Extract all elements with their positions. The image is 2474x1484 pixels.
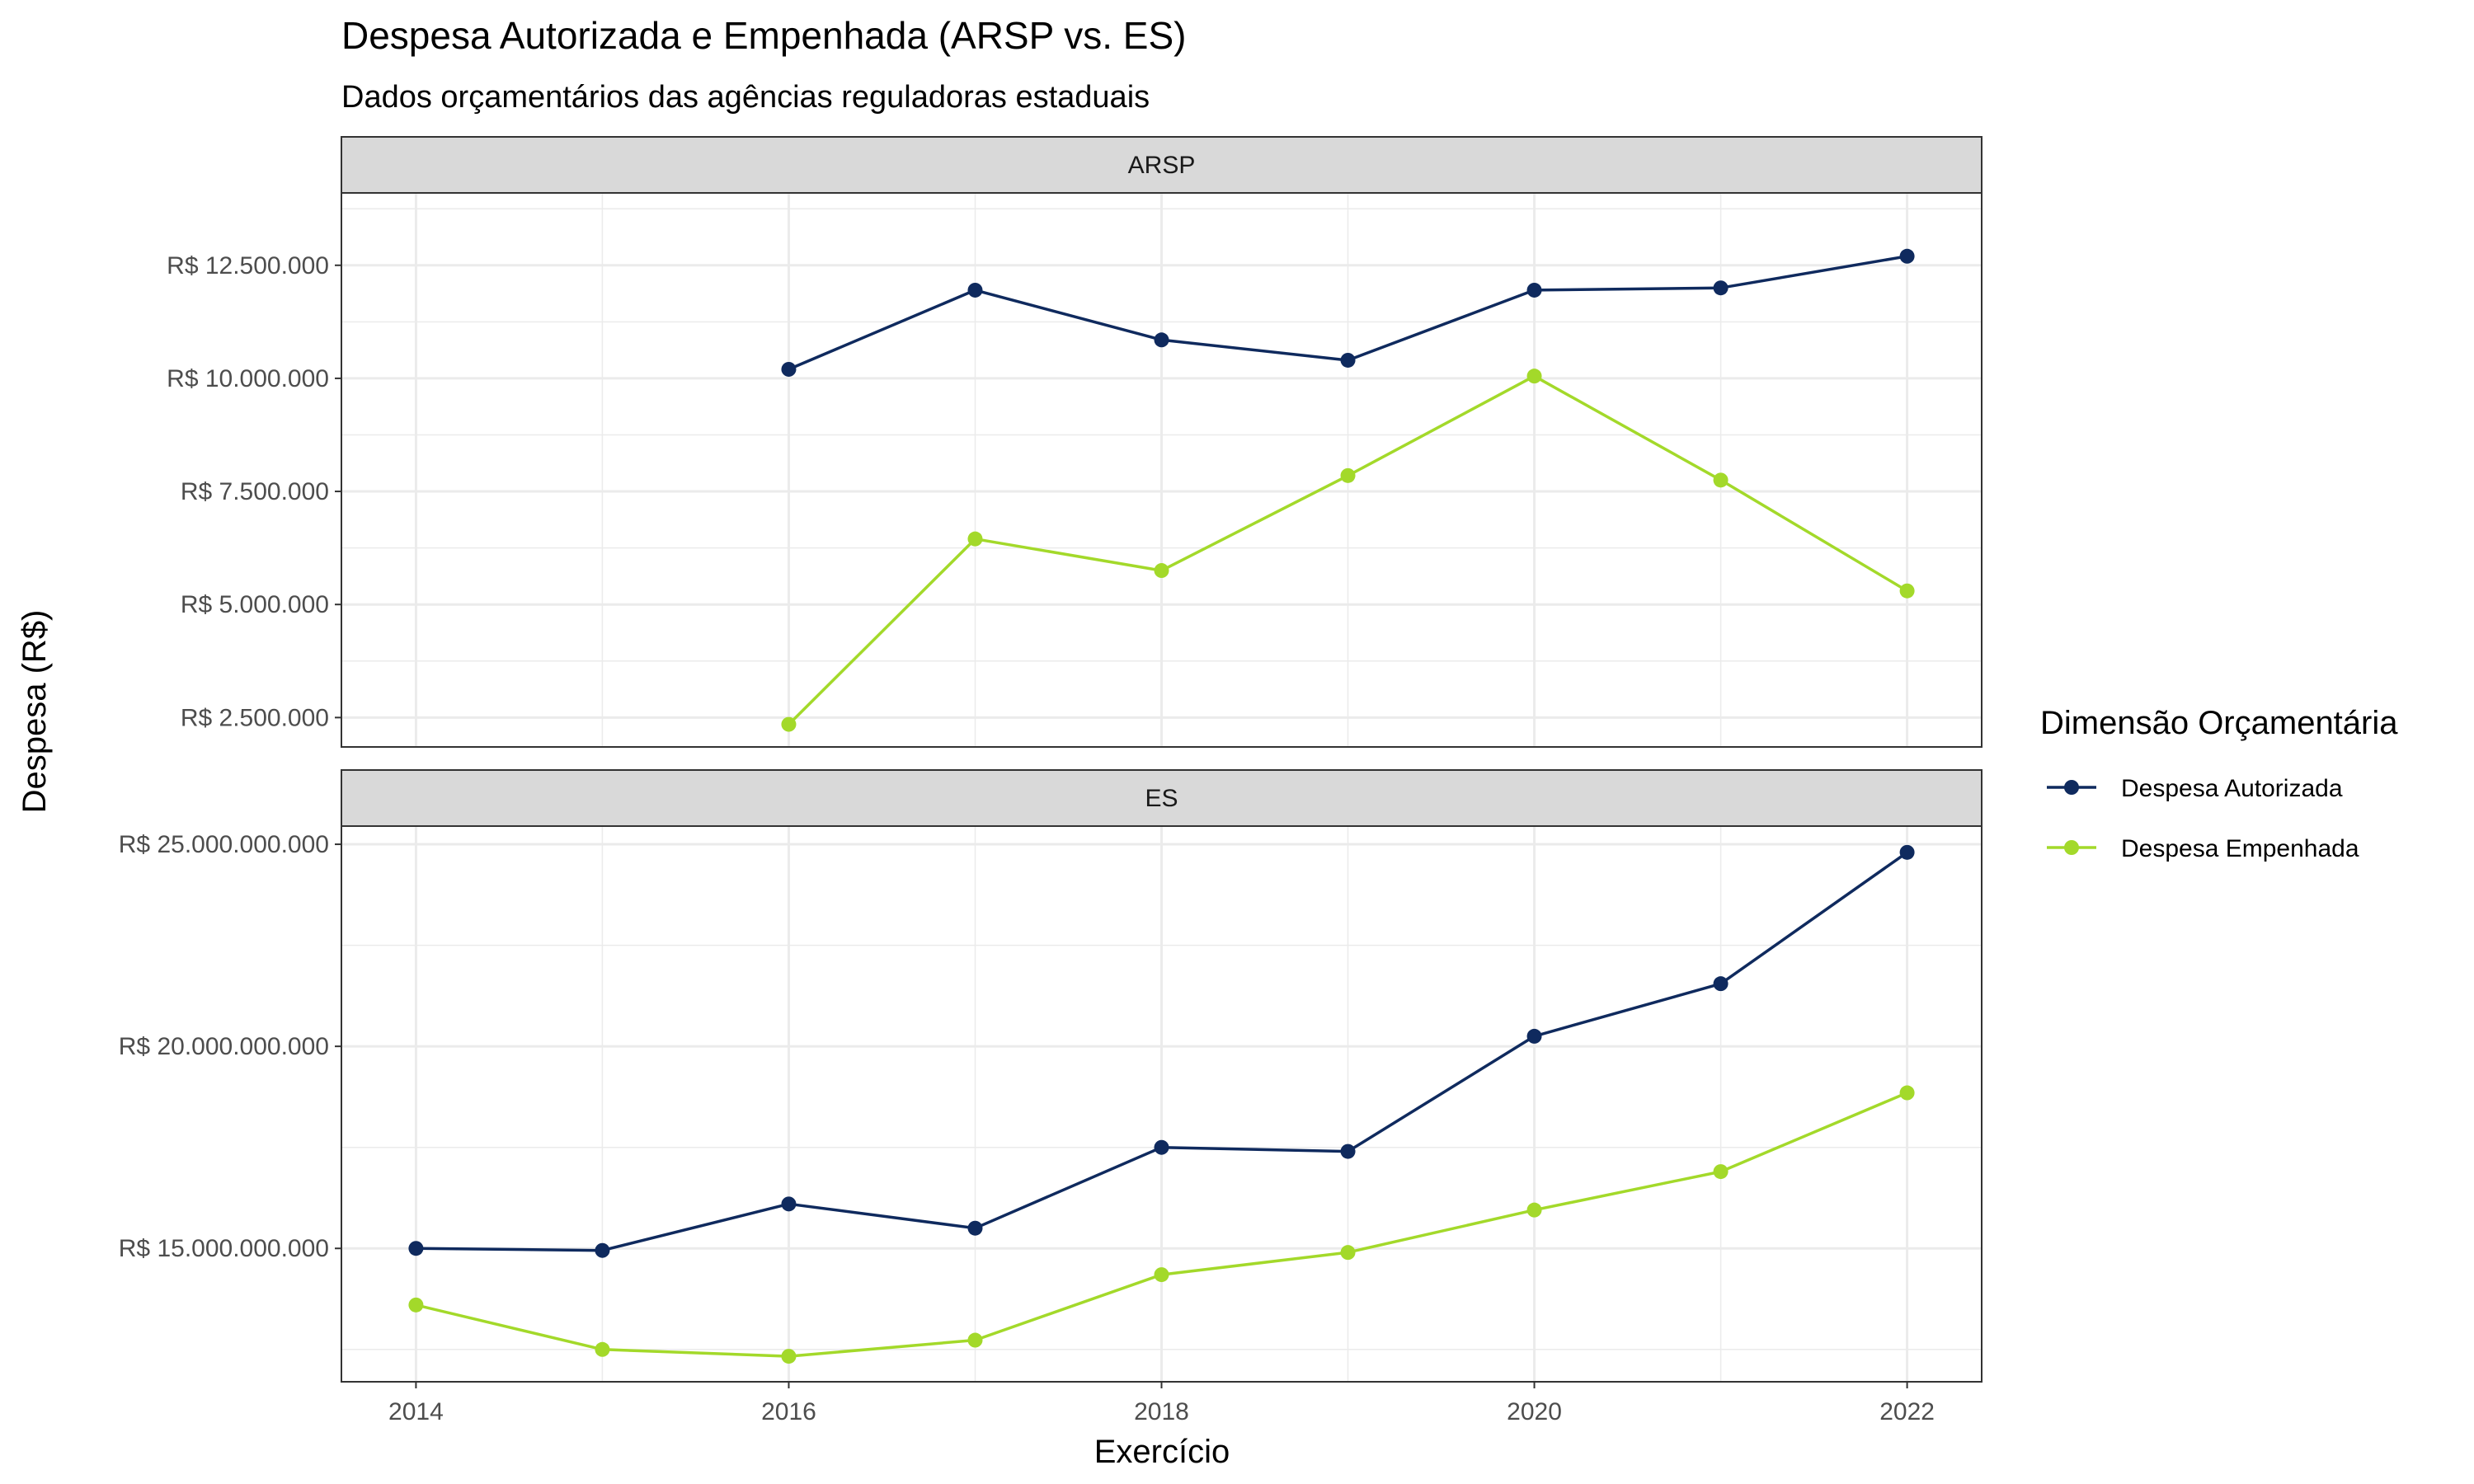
data-point: [595, 1242, 610, 1258]
series-autorizada: [408, 844, 1915, 1258]
facet-panels: ARSP R$ 2.500.000 R$ 5.000.000 R$ 7.500.000…: [119, 136, 1982, 1383]
data-point: [1713, 280, 1729, 296]
series-empenhada: [408, 1085, 1915, 1364]
legend-label-empenhada: Despesa Empenhada: [2121, 835, 2359, 862]
data-point: [1526, 1202, 1542, 1218]
data-point: [967, 282, 983, 298]
series-autorizada: [781, 248, 1915, 377]
series-empenhada: [781, 369, 1915, 732]
data-point: [781, 716, 797, 732]
y-tick-label: R$ 12.500.000: [167, 252, 329, 279]
data-point: [1713, 976, 1729, 992]
grid: [341, 826, 1982, 1382]
data-point: [1713, 472, 1729, 488]
legend-entry-autorizada: Despesa Autorizada: [2047, 775, 2343, 802]
data-point: [781, 1196, 797, 1212]
facet-strip-label: ARSP: [1128, 152, 1196, 179]
legend: Dimensão Orçamentária Despesa Autorizada…: [2040, 705, 2398, 862]
x-tick-label: 2020: [1507, 1398, 1562, 1425]
data-point: [1899, 1085, 1915, 1101]
data-point: [1526, 369, 1542, 384]
y-axis-title: Despesa (R$): [16, 610, 53, 814]
data-point: [408, 1297, 424, 1313]
data-point: [781, 1349, 797, 1364]
data-point: [1340, 1144, 1356, 1159]
chart-subtitle: Dados orçamentários das agências regulad…: [341, 80, 1150, 115]
x-axis-title: Exercício: [1094, 1434, 1230, 1470]
facet-strip: [341, 769, 1982, 827]
grid: [341, 193, 1982, 747]
legend-key-point: [2064, 780, 2079, 795]
panel-es: ES R$ 15.000.000.000 R$ 20.000.000.000 R$ 2…: [119, 769, 1982, 1383]
data-point: [967, 531, 983, 547]
data-point: [781, 361, 797, 377]
data-point: [1526, 1028, 1542, 1044]
data-point: [1899, 583, 1915, 599]
y-tick-label: R$ 5.000.000: [181, 591, 329, 618]
y-tick-label: R$ 10.000.000: [167, 365, 329, 392]
facet-strip-label: ES: [1145, 785, 1178, 812]
x-tick-label: 2022: [1879, 1398, 1935, 1425]
legend-key-point: [2064, 840, 2079, 855]
legend-title: Dimensão Orçamentária: [2040, 705, 2398, 741]
x-tick-label: 2016: [761, 1398, 816, 1425]
data-point: [1526, 282, 1542, 298]
data-point: [1899, 844, 1915, 860]
legend-label-autorizada: Despesa Autorizada: [2121, 775, 2343, 802]
y-tick-label: R$ 15.000.000.000: [119, 1235, 329, 1262]
y-tick-label: R$ 2.500.000: [181, 704, 329, 731]
y-tick-label: R$ 25.000.000.000: [119, 831, 329, 858]
data-point: [967, 1332, 983, 1348]
x-tick-label: 2014: [388, 1398, 444, 1425]
data-point: [1154, 1139, 1169, 1155]
data-point: [1713, 1164, 1729, 1180]
data-point: [1899, 248, 1915, 264]
data-point: [1154, 1267, 1169, 1283]
y-tick-label: R$ 20.000.000.000: [119, 1033, 329, 1060]
legend-entry-empenhada: Despesa Empenhada: [2047, 835, 2359, 862]
data-point: [1154, 563, 1169, 579]
data-point: [408, 1241, 424, 1256]
data-point: [1154, 332, 1169, 348]
x-tick-label: 2018: [1134, 1398, 1189, 1425]
data-point: [967, 1220, 983, 1236]
panel-arsp: ARSP R$ 2.500.000 R$ 5.000.000 R$ 7.500.000…: [167, 136, 1982, 748]
data-point: [595, 1341, 610, 1357]
x-axis: 2014 2016 2018 2020 2022: [388, 1382, 1935, 1425]
panel-border: [341, 192, 1982, 748]
data-point: [1340, 467, 1356, 483]
y-tick-label: R$ 7.500.000: [181, 478, 329, 505]
chart-title: Despesa Autorizada e Empenhada (ARSP vs.…: [341, 14, 1187, 57]
data-point: [1340, 352, 1356, 368]
facet-strip: [341, 136, 1982, 194]
data-point: [1340, 1245, 1356, 1261]
